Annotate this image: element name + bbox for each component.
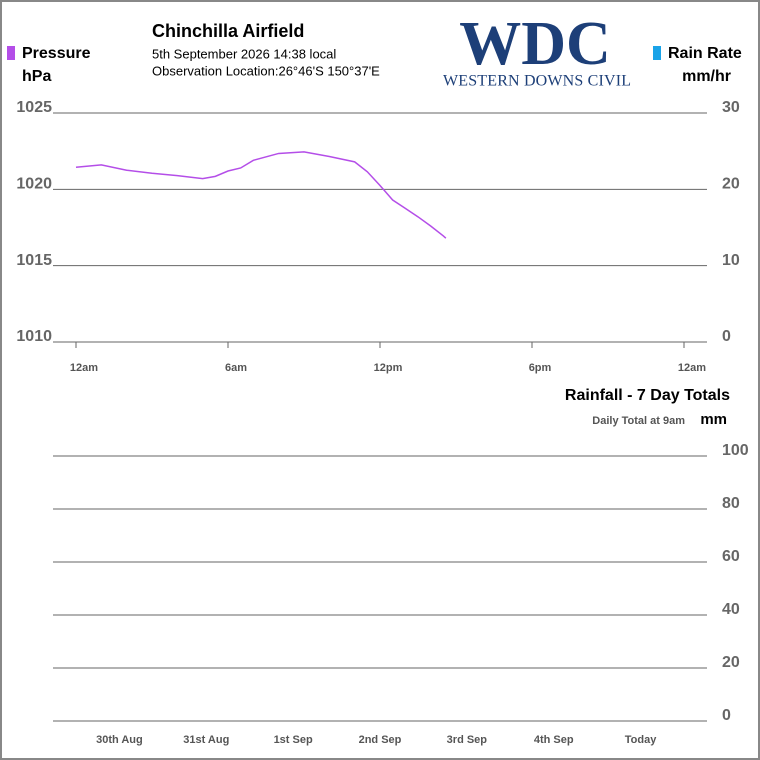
x-tick-label: 2nd Sep: [359, 734, 402, 746]
logo: WDC: [459, 10, 611, 78]
x-tick-label: 6am: [225, 362, 247, 374]
x-tick-label: 30th Aug: [96, 734, 143, 746]
y2-tick-label: 20: [722, 176, 740, 193]
y-tick-label: 60: [722, 548, 740, 565]
y-tick-label: 40: [722, 601, 740, 618]
chart-title: Rainfall - 7 Day Totals: [565, 387, 730, 404]
x-tick-label: 12pm: [374, 362, 403, 374]
x-tick-label: Today: [625, 734, 657, 746]
y-tick-label: 1025: [16, 99, 52, 116]
y2-axis-label: mm/hr: [682, 68, 731, 85]
y-axis-label: hPa: [22, 68, 51, 85]
y2-tick-label: 0: [722, 328, 731, 345]
x-tick-label: 6pm: [529, 362, 552, 374]
chart-subtitle: Daily Total at 9am: [592, 415, 685, 427]
legend-label: Pressure: [22, 45, 91, 62]
y-tick-label: 1015: [16, 252, 52, 269]
y-tick-label: 20: [722, 654, 740, 671]
legend-label: Rain Rate: [668, 45, 742, 62]
y-tick-label: 80: [722, 495, 740, 512]
y-tick-label: 1010: [16, 328, 52, 345]
y2-tick-label: 30: [722, 99, 740, 116]
legend-swatch: [7, 46, 15, 60]
y-tick-label: 1020: [16, 176, 52, 193]
x-tick-label: 1st Sep: [274, 734, 313, 746]
x-tick-label: 4th Sep: [534, 734, 574, 746]
y-tick-label: 0: [722, 707, 731, 724]
logo-subtext: WESTERN DOWNS CIVIL: [443, 73, 631, 90]
data-line: [75, 151, 447, 239]
y2-tick-label: 10: [722, 252, 740, 269]
legend-swatch: [653, 46, 661, 60]
datetime: 5th September 2026 14:38 local: [152, 46, 336, 61]
x-tick-label: 12am: [70, 362, 98, 374]
x-tick-label: 31st Aug: [183, 734, 229, 746]
location: Observation Location:26°46'S 150°37'E: [152, 63, 380, 78]
title: Chinchilla Airfield: [152, 21, 304, 41]
x-tick-label: 3rd Sep: [447, 734, 488, 746]
y-axis-label: mm: [700, 411, 727, 428]
y-tick-label: 100: [722, 442, 749, 459]
x-tick-label: 12am: [678, 362, 706, 374]
